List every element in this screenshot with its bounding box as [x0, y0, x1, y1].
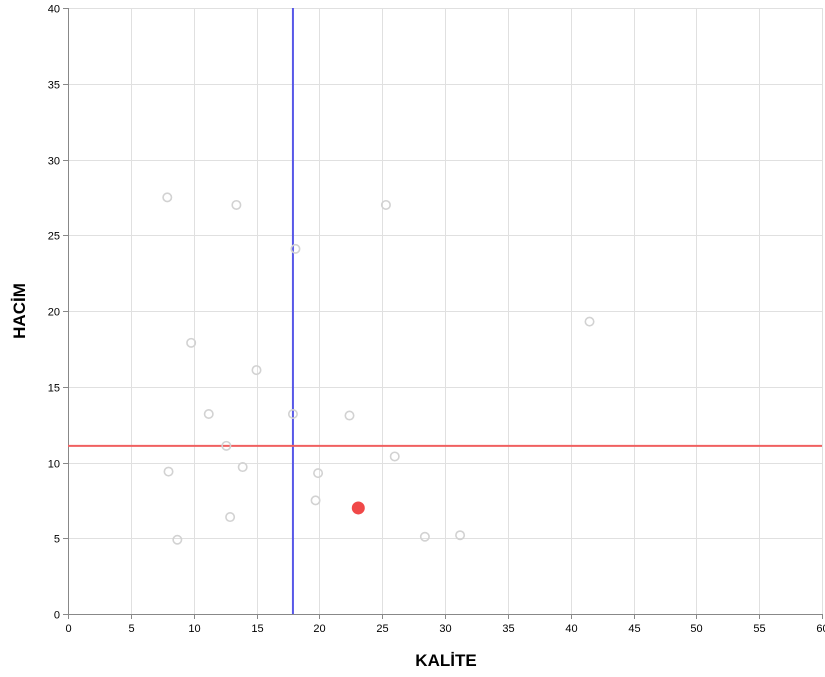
- data-point: [310, 495, 321, 506]
- data-point: [162, 192, 173, 203]
- data-point: [172, 534, 183, 545]
- x-tick-label: 5: [128, 623, 134, 635]
- x-tick-label: 25: [376, 623, 388, 635]
- y-tick-label: 10: [48, 459, 60, 471]
- data-point: [203, 409, 214, 420]
- data-point: [225, 512, 236, 523]
- data-point: [221, 440, 232, 451]
- x-tick-label: 20: [313, 623, 325, 635]
- x-tick-label: 15: [251, 623, 263, 635]
- y-tick-label: 5: [54, 534, 60, 546]
- y-tick-label: 30: [48, 156, 60, 168]
- data-point: [237, 462, 248, 473]
- x-tick-label: 55: [753, 623, 765, 635]
- y-axis-title: HACİM: [10, 283, 29, 339]
- x-axis-title: KALİTE: [415, 651, 476, 670]
- data-point: [313, 468, 324, 479]
- data-point: [344, 410, 355, 421]
- data-point: [584, 316, 595, 327]
- data-point: [380, 199, 391, 210]
- axis-layer: 0 5 10 15 20 25 30 35 40 45 50 55 60 0 5 10 15 20 25 30 35 40: [48, 4, 825, 636]
- data-point: [251, 365, 262, 376]
- x-tick-label: 60: [816, 623, 825, 635]
- x-tick-label: 0: [65, 623, 71, 635]
- x-tick-label: 40: [565, 623, 577, 635]
- data-point: [389, 451, 400, 462]
- y-tick-label: 35: [48, 80, 60, 92]
- x-tick-label: 50: [690, 623, 702, 635]
- x-tick-label: 10: [188, 623, 200, 635]
- data-points: [162, 192, 595, 545]
- data-point: [287, 409, 298, 420]
- data-point: [419, 531, 430, 542]
- y-tick-label: 40: [48, 4, 60, 16]
- y-tick-label: 15: [48, 383, 60, 395]
- data-point: [290, 243, 301, 254]
- reference-lines: [68, 8, 822, 614]
- data-point: [231, 199, 242, 210]
- data-point: [455, 530, 466, 541]
- data-point: [163, 466, 174, 477]
- y-tick-label: 25: [48, 231, 60, 243]
- grid-layer: [68, 8, 823, 614]
- x-tick-label: 35: [502, 623, 514, 635]
- y-tick-label: 20: [48, 307, 60, 319]
- x-tick-label: 30: [439, 623, 451, 635]
- highlighted-data-point: [351, 501, 365, 515]
- y-tick-label: 0: [54, 610, 60, 622]
- x-tick-label: 45: [628, 623, 640, 635]
- data-point: [186, 337, 197, 348]
